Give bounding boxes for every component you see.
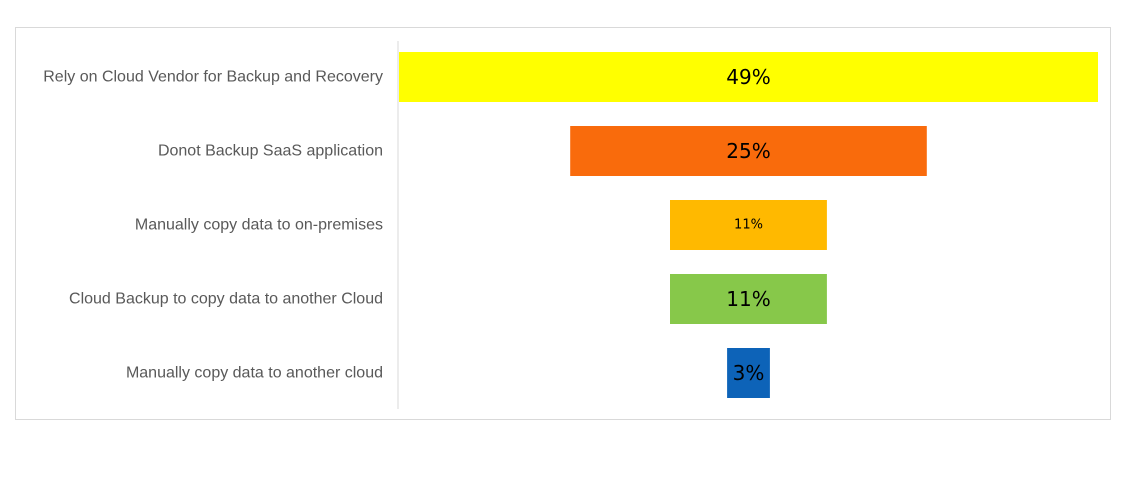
data-label: 25% <box>726 139 770 163</box>
funnel-chart: 49% Rely on Cloud Vendor for Backup and R… <box>16 28 1112 421</box>
data-label: 3% <box>733 361 765 385</box>
category-label: Manually copy data to on-premises <box>135 217 383 234</box>
data-label: 49% <box>726 65 770 89</box>
data-label: 11% <box>726 287 770 311</box>
labels-layer: 49% Rely on Cloud Vendor for Backup and R… <box>43 65 770 385</box>
category-label: Donot Backup SaaS application <box>158 143 383 160</box>
data-label: 11% <box>734 218 763 233</box>
category-label: Manually copy data to another cloud <box>126 365 383 382</box>
chart-frame: 49% Rely on Cloud Vendor for Backup and R… <box>15 27 1111 420</box>
category-label: Rely on Cloud Vendor for Backup and Reco… <box>43 69 383 86</box>
category-label: Cloud Backup to copy data to another Clo… <box>69 291 383 308</box>
